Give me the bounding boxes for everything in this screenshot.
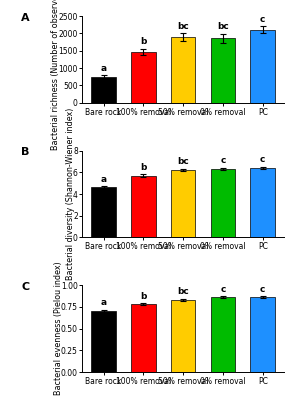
Bar [91, 78, 116, 103]
Bar [250, 168, 275, 238]
Text: c: c [260, 15, 265, 24]
Text: B: B [21, 147, 30, 157]
Bar [250, 30, 275, 103]
Text: bc: bc [177, 158, 189, 166]
Bar [131, 304, 156, 372]
Text: c: c [260, 285, 265, 294]
Y-axis label: Bacterial richness (Number of observed ASV): Bacterial richness (Number of observed A… [51, 0, 60, 150]
Text: a: a [100, 174, 107, 184]
Text: b: b [140, 37, 146, 46]
Text: b: b [140, 163, 146, 172]
Text: bc: bc [177, 22, 189, 31]
Text: c: c [220, 156, 226, 165]
Y-axis label: Bacterial diversity (Shannon-Wiener index): Bacterial diversity (Shannon-Wiener inde… [66, 108, 75, 280]
Text: c: c [260, 155, 265, 164]
Bar [131, 176, 156, 238]
Bar [211, 169, 235, 238]
Bar [171, 37, 195, 103]
Bar [131, 52, 156, 103]
Text: b: b [140, 292, 146, 301]
Bar [250, 297, 275, 372]
Bar [211, 297, 235, 372]
Text: a: a [100, 64, 107, 73]
Bar [171, 170, 195, 238]
Bar [171, 300, 195, 372]
Text: A: A [21, 12, 30, 22]
Y-axis label: Bacterial evenness (Pielou index): Bacterial evenness (Pielou index) [54, 262, 63, 396]
Text: C: C [21, 282, 30, 292]
Text: bc: bc [217, 22, 229, 31]
Text: bc: bc [177, 287, 189, 296]
Bar [211, 38, 235, 103]
Bar [91, 311, 116, 372]
Bar [91, 188, 116, 238]
Text: a: a [100, 298, 107, 308]
Text: c: c [220, 285, 226, 294]
